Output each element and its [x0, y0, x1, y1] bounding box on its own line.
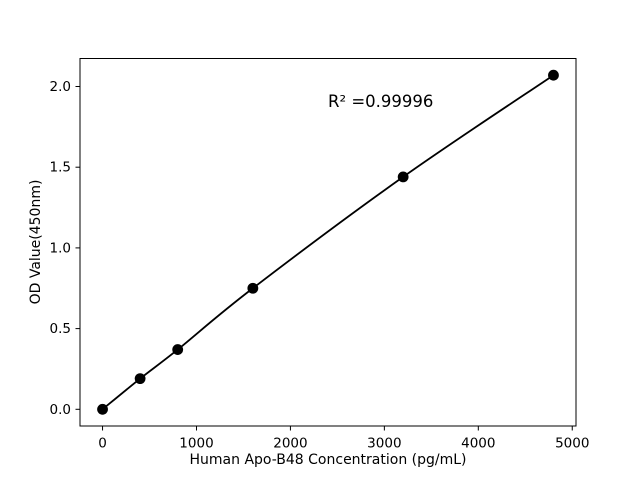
- data-point-marker: [548, 69, 559, 81]
- data-point-marker: [247, 282, 259, 294]
- x-axis-label: Human Apo-B48 Concentration (pg/mL): [190, 452, 467, 468]
- x-tick-label: 0: [98, 436, 107, 452]
- plot-border: [79, 58, 577, 427]
- y-tick-label: 1.0: [50, 240, 71, 256]
- standard-curve-line: [101, 74, 554, 410]
- data-point-marker: [97, 403, 108, 415]
- x-tick-label: 3000: [367, 436, 401, 452]
- data-point-marker: [172, 344, 184, 355]
- curve-layer: [97, 69, 559, 415]
- y-tick-label: 0.0: [50, 402, 71, 418]
- data-point-marker: [134, 373, 146, 385]
- x-tick-label: 2000: [273, 436, 307, 452]
- y-tick-label: 1.5: [50, 160, 71, 176]
- x-tick-label: 1000: [179, 436, 213, 452]
- y-tick-label: 0.5: [50, 321, 71, 337]
- y-tick-label: 2.0: [50, 79, 71, 95]
- x-tick-label: 5000: [555, 436, 589, 452]
- x-tick-label: 4000: [461, 436, 495, 452]
- y-axis-label: OD Value(450nm): [28, 180, 44, 305]
- data-point-marker: [397, 171, 409, 183]
- r-squared-annotation: R² =0.99996: [328, 92, 433, 111]
- axes-layer: 0 1000 2000 3000 4000 5000 0.0 0.5 1.0 1.5 2.0: [50, 58, 589, 452]
